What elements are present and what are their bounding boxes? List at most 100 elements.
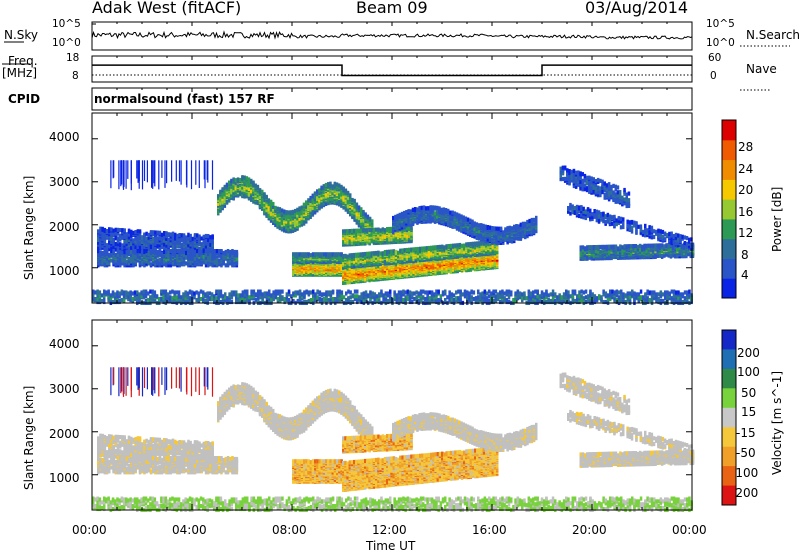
velocity-cell xyxy=(187,456,190,461)
velocity-cell xyxy=(141,456,144,462)
velocity-cell xyxy=(256,391,260,396)
velocity-cell xyxy=(110,439,113,444)
power-cell xyxy=(320,185,323,190)
velocity-cell xyxy=(127,457,131,463)
velocity-cell xyxy=(316,396,319,401)
velocity-cell xyxy=(207,456,210,461)
power-cell xyxy=(101,226,104,231)
velocity-cell xyxy=(156,437,159,442)
velocity-cell xyxy=(338,390,341,395)
velocity-cell xyxy=(165,438,168,443)
velocity-cell xyxy=(160,439,164,444)
power-cell xyxy=(97,249,100,254)
power-cell xyxy=(145,236,148,241)
power-cell xyxy=(200,249,203,255)
power-cell xyxy=(141,260,144,265)
power-cell xyxy=(224,263,228,268)
power-cell xyxy=(108,227,111,232)
velocity-cell xyxy=(158,437,162,442)
velocity-cell xyxy=(180,468,184,473)
velocity-cell xyxy=(145,456,148,461)
power-cell xyxy=(171,244,175,249)
power-cell xyxy=(368,216,372,221)
velocity-cell xyxy=(187,443,190,448)
velocity-cell xyxy=(362,416,365,422)
freq-trace xyxy=(92,64,692,77)
power-cell xyxy=(171,235,175,240)
velocity-cell xyxy=(291,416,295,421)
power-cell xyxy=(132,249,135,254)
power-cell xyxy=(152,236,155,242)
power-cell xyxy=(353,198,356,203)
power-cell xyxy=(141,249,144,255)
power-cell xyxy=(169,232,173,237)
power-cell xyxy=(223,184,227,189)
velocity-cell xyxy=(223,391,227,396)
xtick-1600: 16:00 xyxy=(472,523,507,537)
power-cell xyxy=(196,233,199,238)
velocity-cell xyxy=(114,448,118,454)
power-cell xyxy=(154,230,157,235)
velocity-cell xyxy=(152,456,155,461)
power-cell xyxy=(254,183,257,188)
velocity-cell xyxy=(324,389,328,395)
velocity-cell xyxy=(174,439,177,444)
velocity-cell xyxy=(230,385,233,390)
velocity-cell xyxy=(256,406,260,412)
velocity-cell xyxy=(231,456,234,461)
velocity-cell xyxy=(274,412,277,417)
power-cell xyxy=(364,212,367,217)
velocity-cell xyxy=(119,440,122,445)
power-cell xyxy=(180,261,184,266)
power-cell xyxy=(119,228,122,233)
power-cell xyxy=(138,229,142,234)
velocity-cell xyxy=(119,435,122,440)
velocity-cell xyxy=(267,411,271,417)
power-cell xyxy=(180,242,184,247)
velocity-cell xyxy=(298,413,301,418)
vel-cbar-m100: -100 xyxy=(731,466,759,480)
velocity-cell xyxy=(215,456,219,461)
power-cell xyxy=(305,200,308,205)
power-cell xyxy=(156,249,159,255)
velocity-cell xyxy=(189,440,192,445)
power-cell xyxy=(103,227,107,233)
power-cell xyxy=(134,230,137,235)
power-cell xyxy=(156,243,159,248)
power-cell xyxy=(207,234,210,239)
power-cell xyxy=(207,249,210,254)
power-cell xyxy=(169,256,173,261)
velocity-cell xyxy=(180,456,184,462)
power-cell xyxy=(258,188,262,193)
power-cell xyxy=(209,252,212,257)
power-cell xyxy=(200,236,203,241)
power-cell xyxy=(110,227,113,232)
velocity-cell xyxy=(185,457,188,463)
velocity-cell xyxy=(143,439,146,444)
velocity-cell xyxy=(209,449,212,454)
velocity-cell xyxy=(147,457,151,463)
velocity-cell xyxy=(200,443,203,448)
power-cell xyxy=(165,240,168,245)
station-title: Adak West (fitACF) xyxy=(92,0,242,17)
velocity-cell xyxy=(121,457,124,463)
power-cell xyxy=(171,231,175,236)
power-cell xyxy=(136,229,140,234)
velocity-cell xyxy=(204,456,208,461)
velocity-cell xyxy=(215,464,219,469)
power-cell xyxy=(198,258,201,263)
velocity-cell xyxy=(320,400,323,405)
velocity-cell xyxy=(360,414,363,419)
power-cell xyxy=(130,233,133,238)
velocity-cell xyxy=(211,447,214,452)
power-cell xyxy=(285,210,288,215)
velocity-cell xyxy=(368,423,372,428)
power-cell xyxy=(160,232,164,237)
velocity-cell xyxy=(349,400,352,405)
velocity-cell xyxy=(158,464,162,469)
nave-tick-min: 0 xyxy=(710,70,717,82)
power-cell xyxy=(324,182,328,188)
velocity-cell xyxy=(258,395,262,400)
velocity-cell xyxy=(99,437,102,442)
velocity-cell xyxy=(174,456,177,462)
